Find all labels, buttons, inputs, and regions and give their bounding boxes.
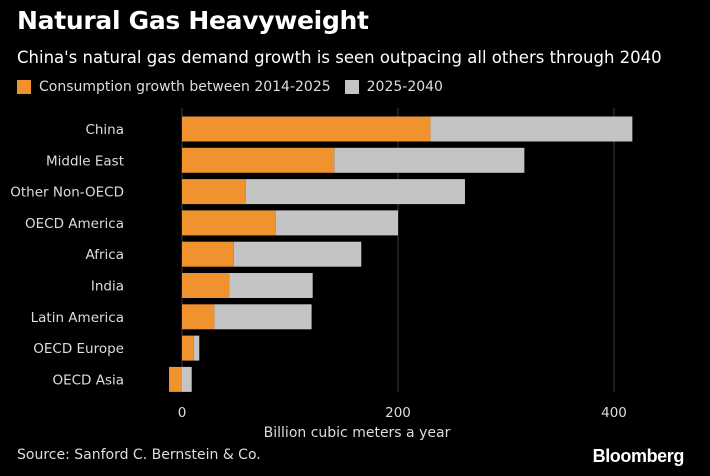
bar-series-1-7 (182, 335, 194, 361)
x-tick-label-2: 400 (601, 405, 627, 421)
category-label-5: India (91, 279, 124, 295)
x-axis-label: Billion cubic meters a year (264, 425, 451, 441)
bar-series-2-3 (275, 210, 398, 236)
bloomberg-logo: Bloomberg (592, 446, 685, 466)
category-label-3: OECD America (25, 216, 124, 232)
x-tick-label-1: 200 (385, 405, 411, 421)
category-label-0: China (85, 122, 124, 138)
bar-series-1-5 (182, 273, 230, 298)
bar-series-1-8 (169, 366, 182, 392)
category-label-8: OECD Asia (52, 372, 124, 388)
bar-series-1-0 (182, 116, 431, 142)
legend-label-series-2: 2025-2040 (366, 79, 443, 95)
category-label-6: Latin America (31, 310, 124, 326)
bar-series-1-1 (182, 147, 335, 173)
bar-series-2-5 (229, 273, 313, 298)
bar-series-1-4 (182, 241, 234, 267)
bar-series-2-2 (245, 179, 465, 205)
category-label-1: Middle East (46, 153, 124, 169)
legend-swatch-series-2 (344, 80, 359, 94)
bar-series-1-2 (182, 179, 246, 205)
bar-series-2-0 (430, 116, 633, 142)
legend: Consumption growth between 2014-2025 202… (17, 79, 457, 95)
category-labels: China Middle East Other Non-OECD OECD Ameri… (10, 122, 124, 388)
category-label-2: Other Non-OECD (10, 185, 124, 201)
x-tick-labels: 0 200 400 (178, 405, 627, 421)
legend-entry-series-2: 2025-2040 (344, 79, 443, 95)
bar-series-1-6 (182, 304, 215, 330)
bars (169, 116, 633, 392)
legend-swatch-series-1 (17, 80, 31, 94)
bar-series-2-8 (182, 366, 192, 392)
source-note: Source: Sanford C. Bernstein & Co. (17, 447, 261, 463)
bar-series-1-3 (182, 210, 276, 236)
chart-subtitle: China's natural gas demand growth is see… (17, 48, 662, 67)
x-tick-label-0: 0 (178, 405, 187, 421)
bar-series-2-1 (334, 147, 525, 173)
legend-entry-series-1: Consumption growth between 2014-2025 (17, 79, 331, 95)
bar-series-2-6 (214, 304, 312, 330)
legend-label-series-1: Consumption growth between 2014-2025 (39, 79, 331, 95)
category-label-7: OECD Europe (33, 341, 124, 357)
chart-title: Natural Gas Heavyweight (17, 6, 369, 35)
bar-series-2-4 (233, 241, 362, 267)
bar-series-2-7 (193, 335, 200, 361)
category-label-4: Africa (85, 247, 124, 263)
